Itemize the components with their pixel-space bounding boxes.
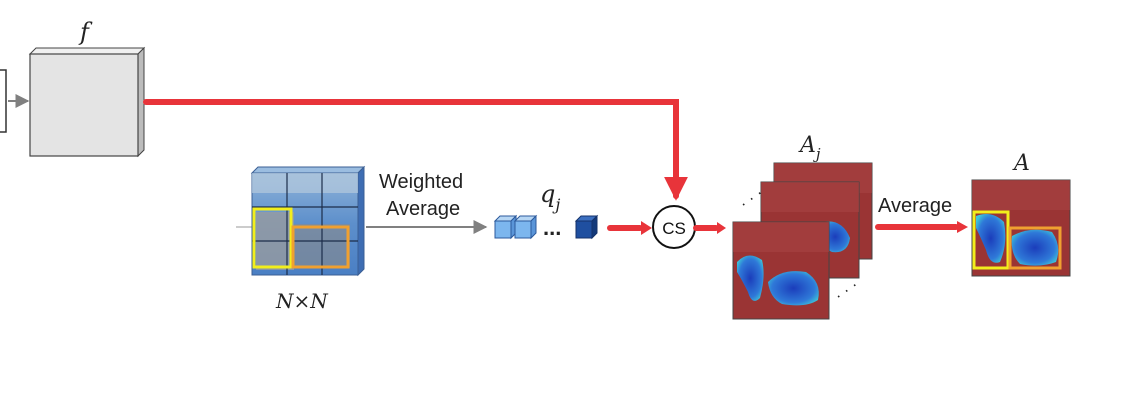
query-cube-2 bbox=[513, 214, 538, 240]
feature-box bbox=[28, 46, 146, 158]
attention-maps-label: Aj bbox=[798, 133, 821, 163]
attention-maps-label-subscript: j bbox=[813, 145, 821, 163]
query-label: qj bbox=[540, 180, 560, 214]
attention-maps-label-main: A bbox=[798, 133, 816, 158]
final-attention-map bbox=[971, 179, 1071, 277]
average-arrowhead bbox=[957, 221, 968, 233]
final-map-label: A bbox=[1012, 151, 1030, 176]
attention-map-front bbox=[732, 221, 830, 320]
query-label-subscript: j bbox=[552, 195, 560, 214]
red-arrowhead-cs bbox=[717, 222, 726, 234]
average-label: Average bbox=[878, 195, 952, 217]
query-label-main: q bbox=[540, 180, 555, 208]
feature-label: f bbox=[78, 18, 93, 46]
grid-label: N×N bbox=[275, 289, 329, 313]
red-arrowhead-query bbox=[641, 221, 652, 235]
cs-label: CS bbox=[662, 219, 686, 238]
stack-dots-bottom: · · · bbox=[832, 277, 862, 305]
final-orange-box bbox=[1008, 226, 1062, 270]
weighted-label-line1: Weighted bbox=[379, 171, 463, 193]
query-vectors bbox=[493, 214, 599, 240]
grid-block bbox=[250, 165, 366, 277]
yellow-region-box bbox=[252, 207, 293, 269]
weighted-label-line2: Average bbox=[386, 198, 460, 220]
input-stub bbox=[0, 69, 30, 133]
final-yellow-box bbox=[972, 210, 1010, 270]
query-cube-dark bbox=[574, 214, 599, 240]
query-cube-1 bbox=[493, 214, 518, 240]
orange-region-box bbox=[291, 225, 350, 269]
red-connector-top bbox=[143, 99, 688, 201]
query-dots: ... bbox=[543, 215, 561, 240]
